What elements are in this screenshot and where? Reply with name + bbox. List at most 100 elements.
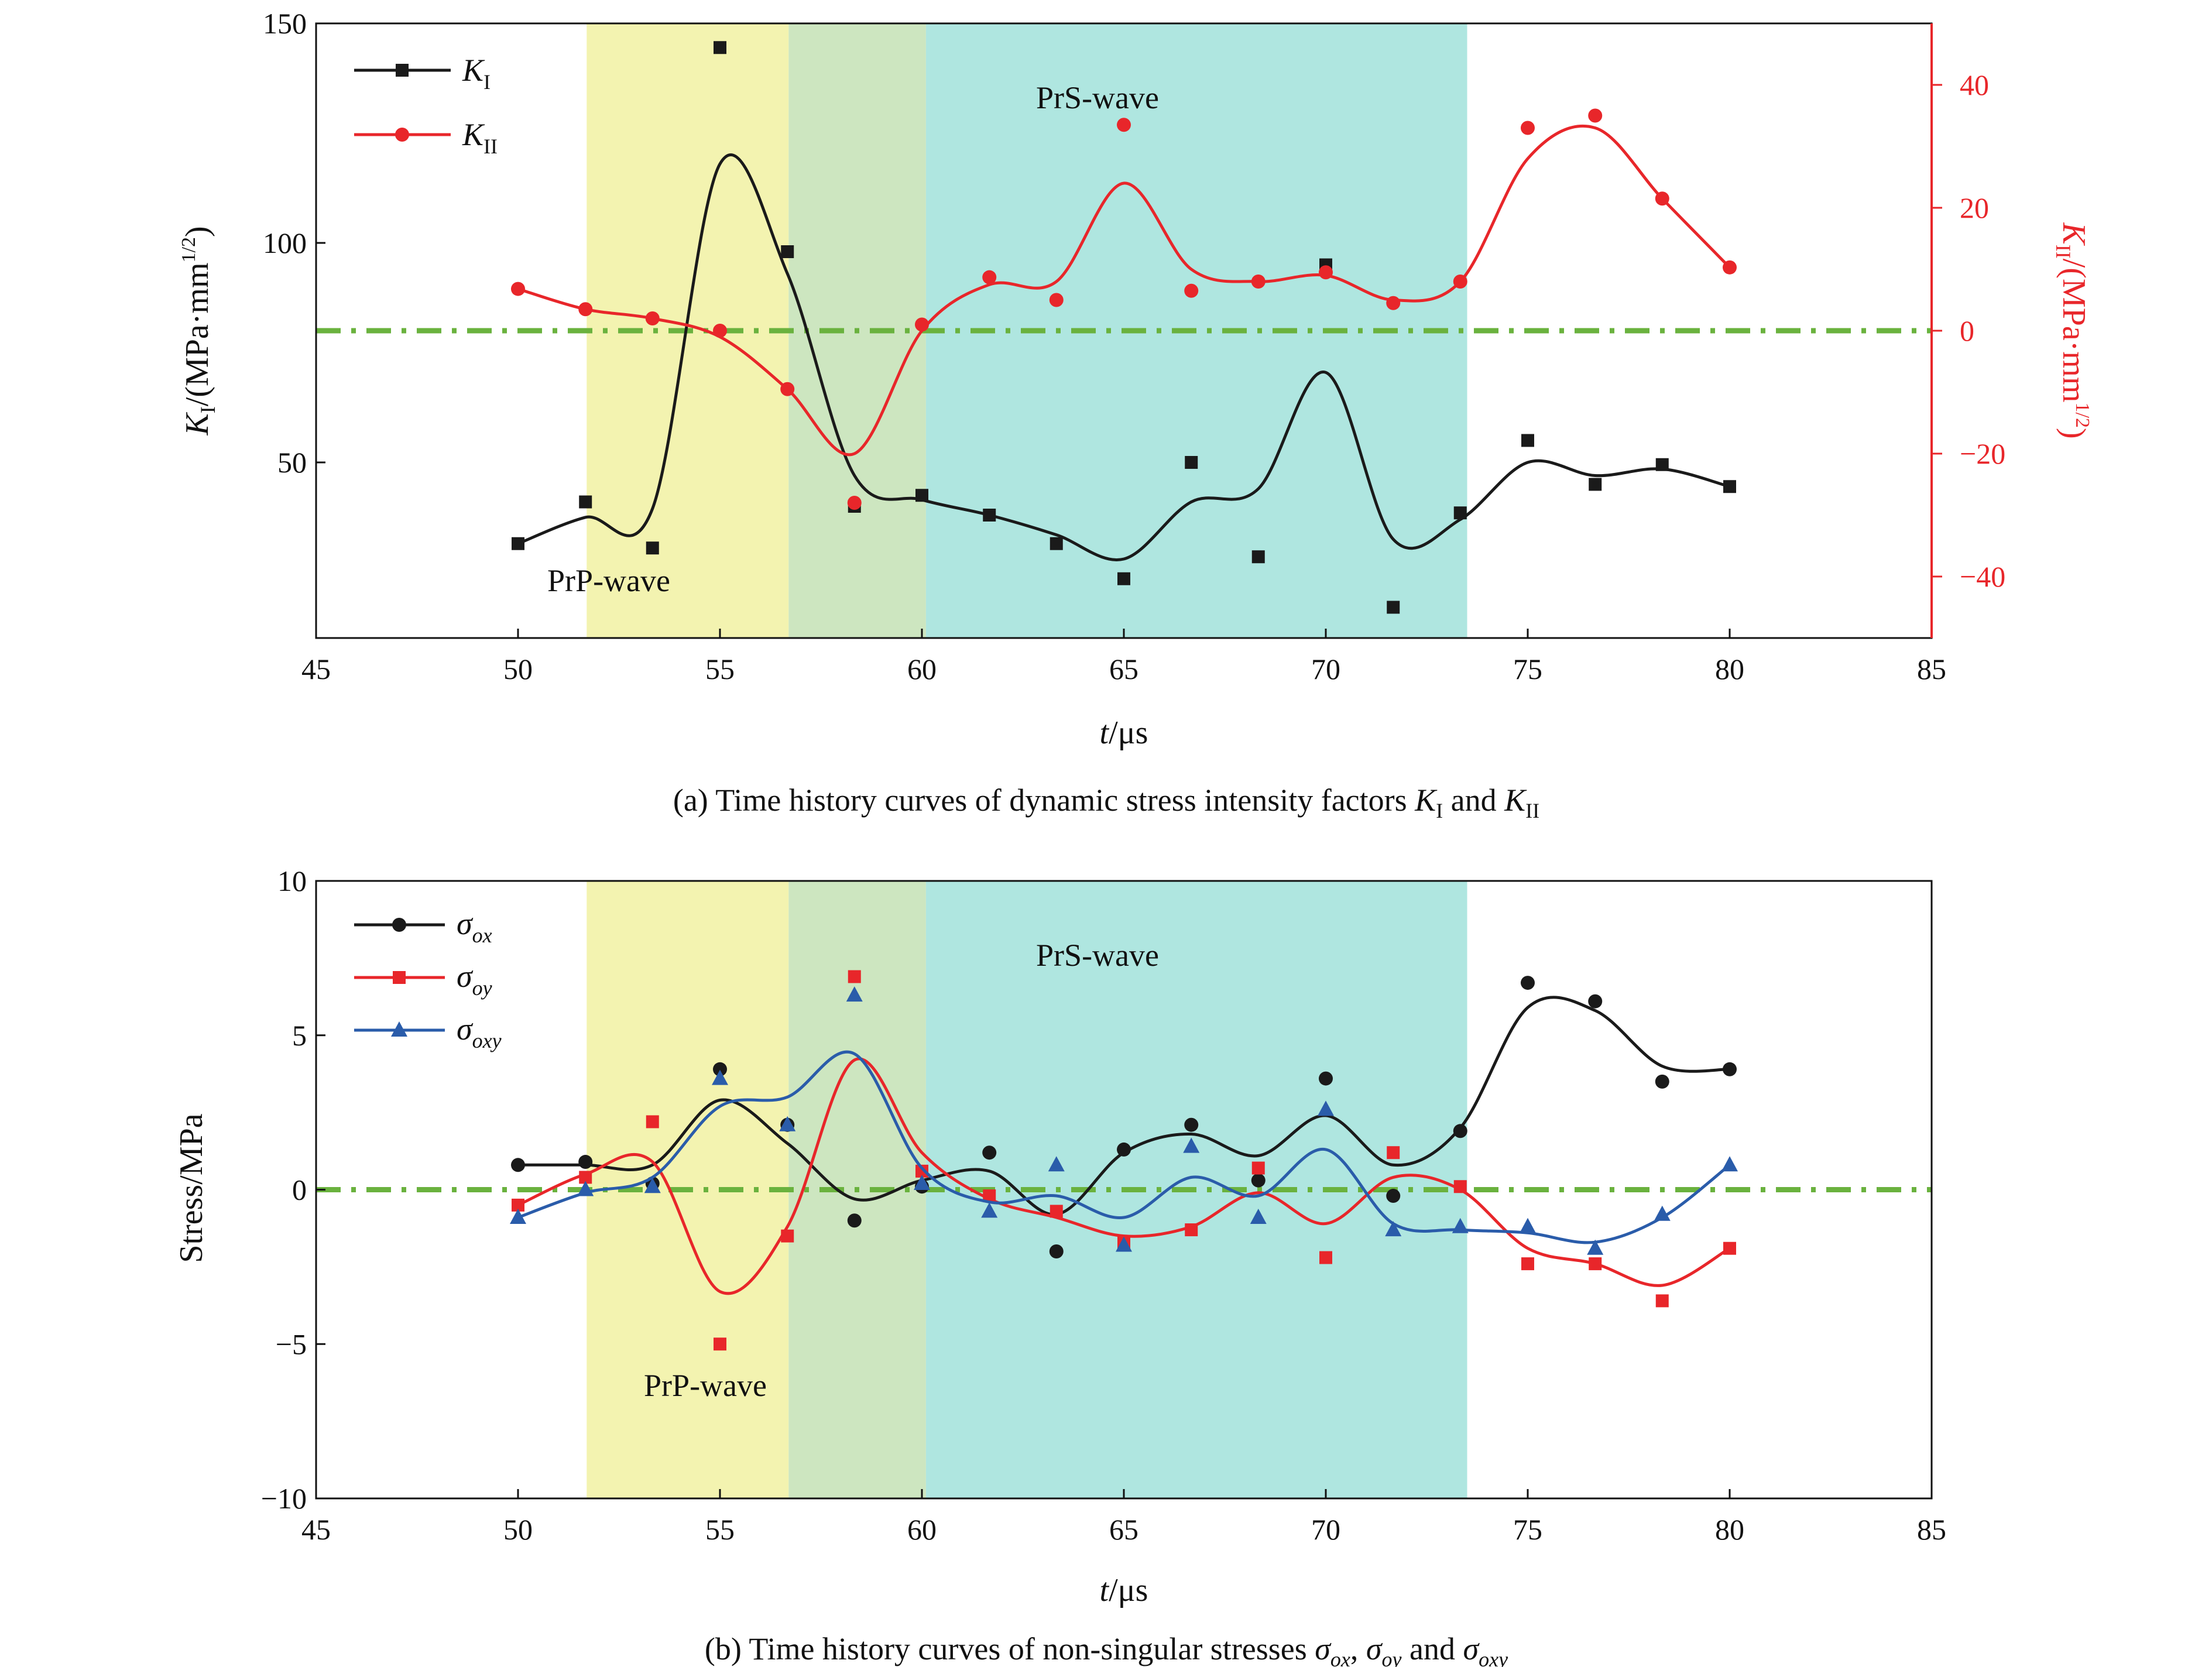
legend-marker bbox=[393, 971, 406, 984]
data-point-II bbox=[511, 282, 525, 296]
legend-label: σox bbox=[457, 906, 492, 947]
data-point-II bbox=[1251, 275, 1266, 289]
x-tick-label: 45 bbox=[301, 653, 331, 685]
x-tick-label: 50 bbox=[503, 653, 533, 685]
x-tick-label: 85 bbox=[1917, 1513, 1946, 1546]
legend: σox σoy σoxy bbox=[354, 906, 502, 1052]
data-point-ox bbox=[1655, 1074, 1669, 1089]
data-point-oy bbox=[1723, 1241, 1736, 1255]
data-point-I bbox=[1117, 572, 1130, 585]
data-point-II bbox=[645, 311, 660, 325]
data-point-I bbox=[1589, 478, 1602, 491]
caption-a: (a) Time history curves of dynamic stres… bbox=[673, 783, 1539, 822]
band-label-prp: PrP-wave bbox=[644, 1368, 767, 1403]
x-tick-label: 65 bbox=[1109, 653, 1138, 685]
x-tick-label: 80 bbox=[1715, 653, 1744, 685]
data-point-II bbox=[1117, 118, 1131, 132]
data-point-I bbox=[1050, 537, 1063, 550]
y-axis-title: Stress/MPa bbox=[173, 1113, 210, 1263]
y-right-tick-label: −20 bbox=[1960, 437, 2005, 470]
data-point-I bbox=[781, 245, 794, 258]
data-point-II bbox=[1588, 108, 1603, 123]
y-right-tick-label: 20 bbox=[1960, 191, 1989, 224]
data-point-oxy bbox=[914, 1174, 930, 1190]
data-point-II bbox=[1386, 296, 1401, 310]
data-point-oy bbox=[1453, 1180, 1467, 1193]
data-point-oy bbox=[781, 1229, 794, 1243]
data-point-oxy bbox=[712, 1069, 728, 1085]
data-point-ox bbox=[578, 1155, 593, 1169]
data-point-ox bbox=[1588, 994, 1603, 1009]
data-point-oy bbox=[579, 1171, 592, 1184]
data-point-I bbox=[1453, 506, 1467, 520]
y-tick-label: 0 bbox=[292, 1174, 307, 1206]
data-point-oy bbox=[915, 1164, 928, 1178]
y-tick-label: 100 bbox=[263, 227, 307, 259]
x-tick-label: 70 bbox=[1311, 1513, 1340, 1546]
data-point-ox bbox=[511, 1158, 525, 1172]
data-point-oxy bbox=[1520, 1217, 1536, 1233]
x-tick-label: 85 bbox=[1917, 653, 1946, 685]
data-point-I bbox=[1185, 456, 1198, 469]
data-point-I bbox=[1387, 601, 1400, 614]
data-point-oxy bbox=[779, 1116, 796, 1131]
y-axis-title-left: KI/(MPa·mm1/2) bbox=[178, 226, 220, 435]
data-point-oy bbox=[1589, 1257, 1602, 1271]
data-point-oy bbox=[848, 970, 861, 983]
x-tick-label: 45 bbox=[301, 1513, 331, 1546]
data-point-I bbox=[1723, 480, 1736, 493]
data-point-oxy bbox=[577, 1181, 594, 1196]
y-tick-label: −10 bbox=[261, 1482, 307, 1515]
series-line-oy bbox=[517, 1057, 1731, 1295]
data-point-oy bbox=[714, 1337, 726, 1351]
band-label-prp: PrP-wave bbox=[547, 563, 670, 598]
legend-label: KII bbox=[462, 117, 498, 158]
data-point-oxy bbox=[1183, 1137, 1200, 1153]
legend-marker bbox=[392, 918, 406, 932]
data-point-II bbox=[1521, 121, 1535, 135]
data-point-oxy bbox=[1116, 1236, 1132, 1252]
data-point-II bbox=[713, 324, 727, 338]
data-point-oy bbox=[512, 1198, 524, 1212]
data-point-ox bbox=[1723, 1062, 1737, 1076]
x-tick-label: 70 bbox=[1311, 653, 1340, 685]
data-point-II bbox=[1453, 275, 1467, 289]
data-point-ox bbox=[1386, 1189, 1401, 1203]
data-point-oy bbox=[1521, 1257, 1534, 1271]
data-point-I bbox=[646, 541, 659, 555]
data-point-ox bbox=[713, 1062, 727, 1076]
data-point-II bbox=[982, 270, 997, 284]
data-point-oxy bbox=[1385, 1221, 1402, 1237]
data-point-oxy bbox=[1587, 1239, 1604, 1255]
y-right-tick-label: 40 bbox=[1960, 68, 1989, 101]
data-point-oxy bbox=[644, 1178, 661, 1193]
legend-label: σoy bbox=[457, 959, 492, 1000]
legend-marker bbox=[391, 1021, 407, 1037]
x-tick-label: 55 bbox=[705, 1513, 735, 1546]
legend: KI KII bbox=[354, 53, 498, 158]
legend-marker bbox=[395, 128, 409, 142]
data-point-II bbox=[578, 302, 593, 317]
data-point-I bbox=[1655, 458, 1669, 471]
y-tick-label: 5 bbox=[292, 1019, 307, 1052]
data-point-oy bbox=[1319, 1251, 1332, 1264]
x-tick-label: 55 bbox=[705, 653, 735, 685]
data-point-I bbox=[714, 41, 726, 54]
legend-marker bbox=[396, 64, 409, 77]
data-point-ox bbox=[1184, 1117, 1199, 1132]
x-tick-label: 50 bbox=[503, 1513, 533, 1546]
chart-panel-a: 45 50 55 60 65 70 75 80 85 50 100 150 −40 −20 0 20 40 PrP… bbox=[178, 7, 2093, 822]
data-point-oy bbox=[646, 1115, 659, 1129]
data-point-oy bbox=[1655, 1294, 1669, 1308]
data-point-oxy bbox=[1721, 1156, 1738, 1172]
x-tick-label: 65 bbox=[1109, 1513, 1138, 1546]
band-label-prs: PrS-wave bbox=[1036, 938, 1159, 973]
data-point-ox bbox=[1049, 1244, 1064, 1258]
data-point-I bbox=[1251, 550, 1265, 564]
data-point-oxy bbox=[510, 1208, 526, 1224]
data-point-oxy bbox=[1452, 1217, 1469, 1233]
data-point-oxy bbox=[1654, 1205, 1671, 1221]
data-point-II bbox=[1723, 260, 1737, 275]
y-right-tick-label: 0 bbox=[1960, 314, 1974, 347]
